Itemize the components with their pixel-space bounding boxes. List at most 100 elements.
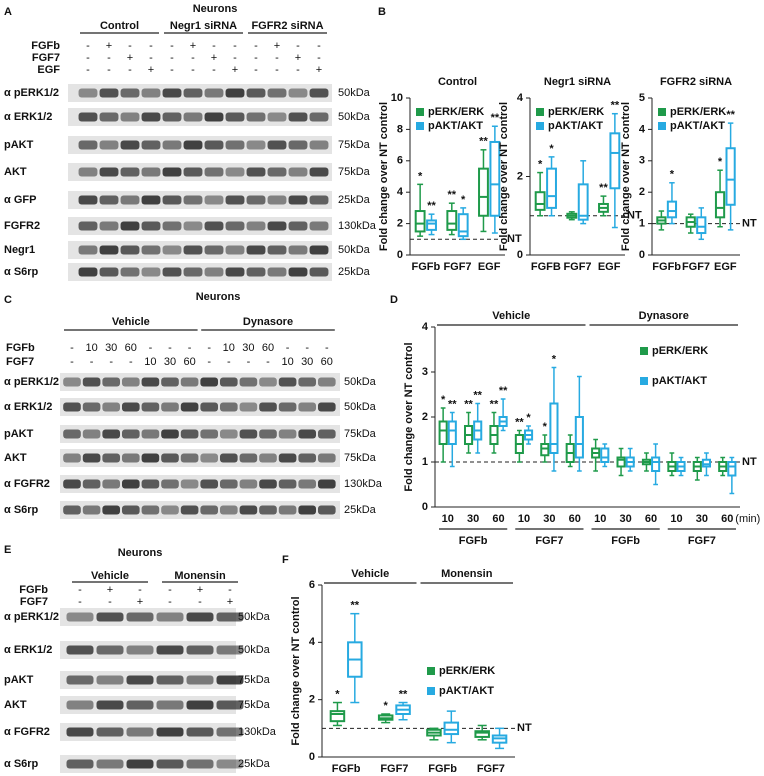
- box: [609, 132, 621, 190]
- significance: *: [418, 170, 423, 182]
- blot-band: [82, 429, 101, 439]
- y-tick-label: 2: [422, 411, 428, 423]
- blot-band: [161, 479, 179, 489]
- box: [414, 210, 426, 233]
- box: [457, 213, 469, 238]
- blot-band: [259, 479, 277, 489]
- blot-band: [288, 245, 308, 255]
- blot-band: [121, 377, 140, 387]
- blot-band: [225, 245, 245, 255]
- x-tick-label: FGF7: [443, 261, 471, 273]
- row-label: α FGFR2: [4, 726, 50, 738]
- blot-band: [186, 645, 214, 655]
- legend-swatch: [658, 108, 666, 116]
- blot-band: [82, 402, 101, 412]
- box: [574, 416, 584, 459]
- blot-band: [161, 453, 179, 463]
- size-label: 50kDa: [338, 87, 371, 99]
- y-tick-label: 6: [309, 579, 315, 591]
- blot-band: [120, 140, 140, 150]
- size-label: 75kDa: [238, 674, 271, 686]
- significance: *: [526, 412, 531, 424]
- panel-letter: E: [4, 544, 11, 556]
- blot-band: [216, 759, 244, 769]
- significance: **: [499, 385, 508, 397]
- treatment-mark: -: [227, 356, 231, 368]
- row-label: pAKT: [4, 428, 34, 440]
- legend-swatch: [427, 667, 435, 675]
- blot-band: [141, 429, 160, 439]
- blot-band: [216, 700, 244, 710]
- y-tick-label: 1: [639, 218, 645, 230]
- blot-band: [78, 267, 98, 277]
- x-tick-label: FGFb: [428, 763, 457, 775]
- blot-band: [186, 727, 214, 737]
- blot-band: [267, 167, 287, 177]
- significance: **: [479, 136, 488, 148]
- blot-band: [219, 377, 238, 387]
- blot-band: [267, 221, 287, 231]
- significance: **: [448, 398, 457, 410]
- blot-band: [156, 612, 184, 622]
- blot-band: [63, 505, 81, 515]
- box: [549, 402, 559, 454]
- blot-band: [183, 140, 203, 150]
- blot-band: [156, 645, 184, 655]
- blot-band: [99, 112, 119, 122]
- blot-band: [309, 112, 329, 122]
- significance: **: [351, 600, 360, 612]
- treatment-mark: -: [108, 596, 112, 608]
- blot-band: [278, 402, 297, 412]
- blot-band: [183, 88, 203, 98]
- blot-band: [186, 675, 214, 685]
- treatment-label: FGFb: [6, 342, 35, 354]
- box: [534, 191, 546, 211]
- size-label: 75kDa: [344, 428, 377, 440]
- blot-band: [180, 505, 199, 515]
- blot-band: [102, 453, 121, 463]
- y-tick-label: 1: [422, 456, 428, 468]
- legend-swatch: [640, 377, 648, 385]
- blot-band: [259, 505, 277, 515]
- treatment-mark: 30: [164, 356, 176, 368]
- row-label: AKT: [4, 699, 27, 711]
- blot-band: [298, 402, 317, 412]
- row-label: AKT: [4, 452, 27, 464]
- treatment-mark: -: [170, 64, 174, 76]
- blot-band: [126, 727, 154, 737]
- size-label: 130kDa: [238, 726, 277, 738]
- treatment-mark: 60: [125, 342, 137, 354]
- x-tick-label: EGF: [478, 261, 501, 273]
- blot-band: [78, 88, 98, 98]
- y-tick-label: 3: [422, 366, 428, 378]
- significance: *: [538, 158, 543, 170]
- treatment-mark: 60: [262, 342, 274, 354]
- blot-band: [200, 479, 219, 489]
- treatment-mark: -: [168, 584, 172, 596]
- treatment-mark: +: [274, 40, 280, 52]
- blot-band: [200, 505, 219, 515]
- blot-band: [96, 645, 124, 655]
- treatment-mark: -: [168, 342, 172, 354]
- treatment-mark: -: [247, 356, 251, 368]
- blot-band: [317, 505, 336, 515]
- treatment-mark: -: [228, 584, 232, 596]
- blot-band: [246, 140, 266, 150]
- blot-band: [309, 245, 329, 255]
- blot-band: [219, 453, 238, 463]
- blot-band: [63, 402, 81, 412]
- treatment-mark: -: [109, 356, 113, 368]
- size-label: 130kDa: [338, 220, 377, 232]
- header-label: Monensin: [441, 568, 493, 580]
- treatment-mark: -: [86, 64, 90, 76]
- blot-band: [63, 377, 81, 387]
- row-label: pAKT: [4, 674, 34, 686]
- blot-band: [246, 167, 266, 177]
- blot-band: [183, 267, 203, 277]
- blot-band: [121, 505, 140, 515]
- blot-band: [162, 267, 182, 277]
- legend-swatch: [536, 108, 544, 116]
- blot-band: [239, 479, 258, 489]
- blot-band: [99, 245, 119, 255]
- blot-band: [121, 479, 140, 489]
